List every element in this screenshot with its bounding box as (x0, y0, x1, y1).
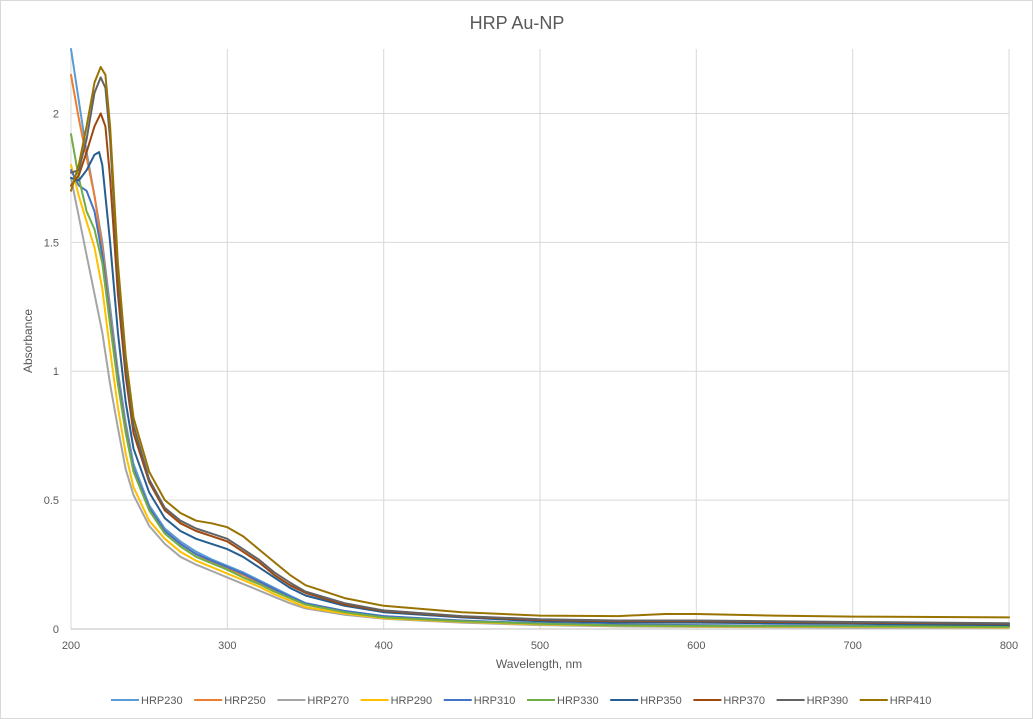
legend-label: HRP410 (890, 695, 932, 707)
legend-label: HRP370 (723, 695, 765, 707)
x-tick-label: 300 (218, 640, 236, 652)
legend-item: HRP250 (194, 695, 266, 707)
legend-label: HRP350 (640, 695, 682, 707)
x-tick-label: 200 (62, 640, 80, 652)
y-axis-title: Absorbance (21, 309, 35, 373)
legend-label: HRP330 (557, 695, 599, 707)
legend-item: HRP350 (610, 695, 682, 707)
legend: HRP230 HRP250 HRP270 HRP290 HRP310 HRP330 HRP3… (111, 695, 931, 707)
y-tick-label: 1.5 (44, 237, 59, 249)
series-line-hrp410 (70, 66, 1010, 619)
chart-title: HRP Au-NP (470, 13, 565, 33)
legend-label: HRP230 (141, 695, 183, 707)
legend-item: HRP230 (111, 695, 183, 707)
x-tick-label: 700 (843, 640, 861, 652)
y-tick-label: 2 (53, 108, 59, 120)
y-tick-label: 1 (53, 366, 59, 378)
tick-layer: 200 300 400 500 600 700 800 0 0.5 1 1.5 2 (44, 108, 1018, 652)
grid-layer (70, 49, 1010, 630)
legend-label: HRP270 (307, 695, 349, 707)
x-tick-label: 800 (1000, 640, 1018, 652)
series-line-hrp330 (70, 133, 1010, 628)
legend-item: HRP330 (527, 695, 599, 707)
x-tick-label: 400 (374, 640, 392, 652)
legend-item: HRP310 (443, 695, 516, 707)
y-tick-label: 0 (53, 624, 59, 636)
legend-item: HRP270 (277, 695, 349, 707)
legend-item: HRP390 (776, 695, 849, 707)
legend-label: HRP390 (807, 695, 849, 707)
legend-label: HRP310 (474, 695, 516, 707)
legend-item: HRP410 (859, 695, 932, 707)
legend-label: HRP290 (391, 695, 433, 707)
legend-item: HRP290 (360, 695, 433, 707)
x-tick-label: 600 (687, 640, 705, 652)
x-tick-label: 500 (531, 640, 549, 652)
legend-item: HRP370 (693, 695, 765, 707)
x-axis-title: Wavelength, nm (496, 657, 582, 671)
y-tick-label: 0.5 (44, 495, 59, 507)
series-line-hrp390 (70, 76, 1010, 625)
legend-label: HRP250 (224, 695, 266, 707)
series-layer (70, 48, 1010, 629)
